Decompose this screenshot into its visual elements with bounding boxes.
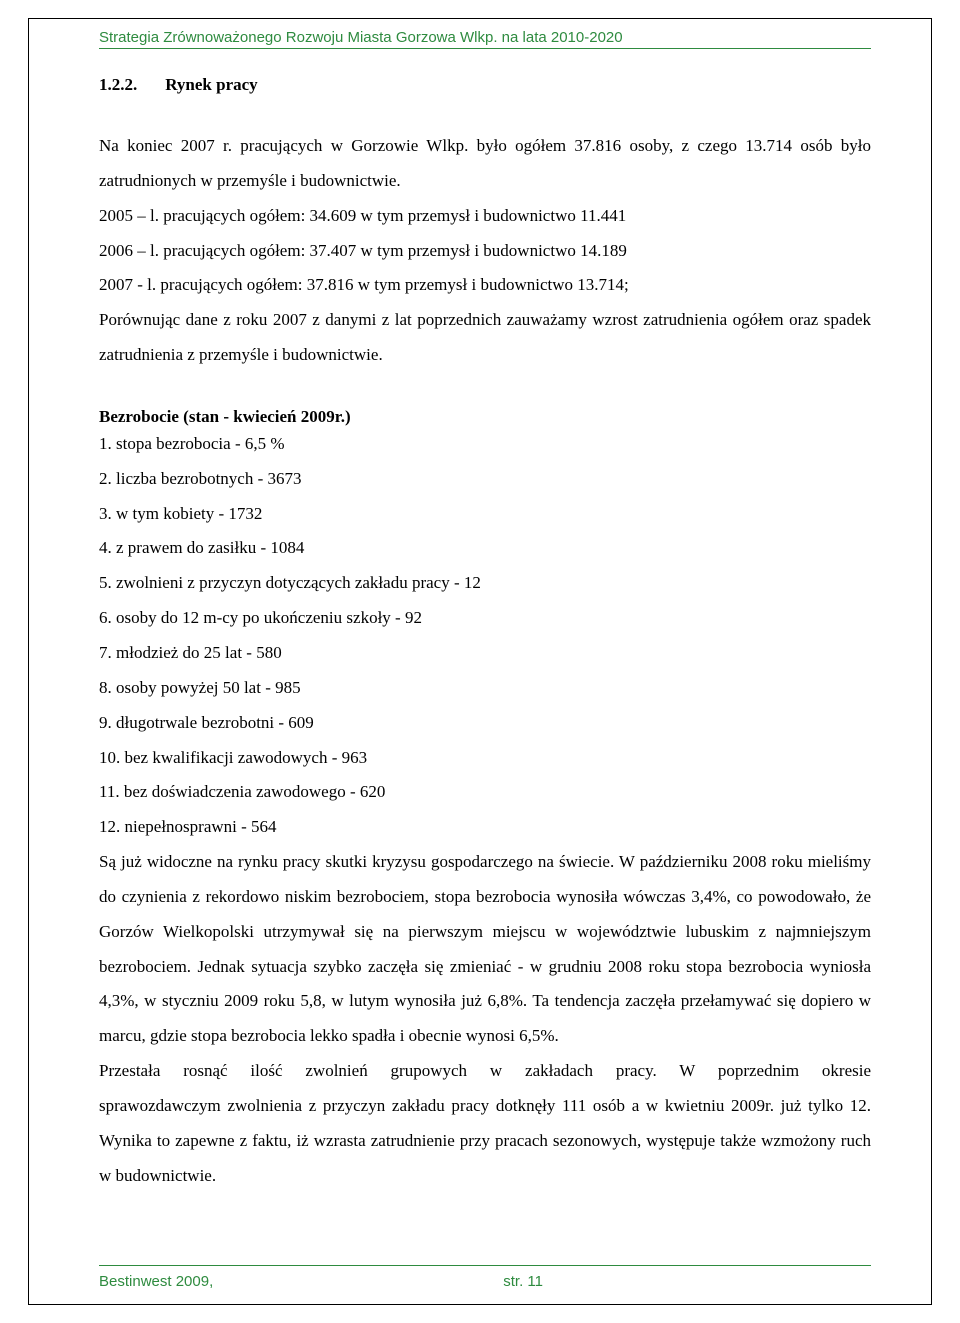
list-item: 1. stopa bezrobocia - 6,5 % [99, 427, 871, 462]
intro-paragraph-2: Porównując dane z roku 2007 z danymi z l… [99, 303, 871, 373]
unemployment-heading: Bezrobocie (stan - kwiecień 2009r.) [99, 407, 871, 427]
footer-rule [99, 1265, 871, 1266]
section-title: Rynek pracy [165, 75, 257, 94]
page-frame: Strategia Zrównoważonego Rozwoju Miasta … [28, 18, 932, 1305]
header-rule [99, 48, 871, 49]
section-heading: 1.2.2. Rynek pracy [99, 75, 871, 95]
header-title: Strategia Zrównoważonego Rozwoju Miasta … [99, 29, 871, 46]
list-item: 2. liczba bezrobotnych - 3673 [99, 462, 871, 497]
list-item: 5. zwolnieni z przyczyn dotyczących zakł… [99, 566, 871, 601]
section-number: 1.2.2. [99, 75, 137, 94]
list-item: 7. młodzież do 25 lat - 580 [99, 636, 871, 671]
intro-paragraph-1: Na koniec 2007 r. pracujących w Gorzowie… [99, 129, 871, 199]
list-item: 10. bez kwalifikacji zawodowych - 963 [99, 741, 871, 776]
intro-line-2006: 2006 – l. pracujących ogółem: 37.407 w t… [99, 234, 871, 269]
spacer [99, 373, 871, 407]
list-item: 3. w tym kobiety - 1732 [99, 497, 871, 532]
intro-line-2007: 2007 - l. pracujących ogółem: 37.816 w t… [99, 268, 871, 303]
footer-left: Bestinwest 2009, [99, 1273, 213, 1290]
list-item: 6. osoby do 12 m-cy po ukończeniu szkoły… [99, 601, 871, 636]
list-item: 12. niepełnosprawni - 564 [99, 810, 871, 845]
list-item: 8. osoby powyżej 50 lat - 985 [99, 671, 871, 706]
list-item: 11. bez doświadczenia zawodowego - 620 [99, 775, 871, 810]
intro-line-2005: 2005 – l. pracujących ogółem: 34.609 w t… [99, 199, 871, 234]
page: Strategia Zrównoważonego Rozwoju Miasta … [0, 0, 960, 1323]
unemployment-paragraph-4b: sprawozdawczym zwolnienia z przyczyn zak… [99, 1089, 871, 1194]
footer-page-number: str. 11 [503, 1273, 543, 1290]
footer: Bestinwest 2009, str. 11 [99, 1273, 871, 1290]
list-item: 9. długotrwale bezrobotni - 609 [99, 706, 871, 741]
unemployment-paragraph-3: Są już widoczne na rynku pracy skutki kr… [99, 845, 871, 1054]
list-item: 4. z prawem do zasiłku - 1084 [99, 531, 871, 566]
unemployment-paragraph-4a: Przestała rosnąć ilość zwolnień grupowyc… [99, 1054, 871, 1089]
